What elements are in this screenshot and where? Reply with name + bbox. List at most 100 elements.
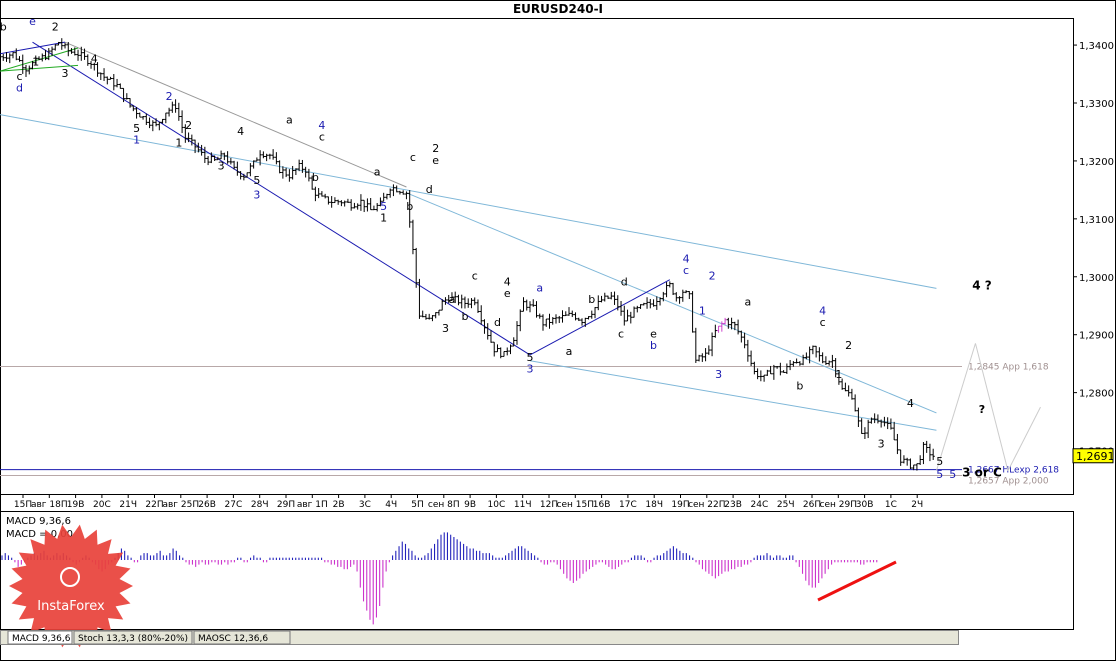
ohlc-bar [196,142,200,153]
ohlc-bar [742,332,747,349]
ohlc-bar [170,101,174,113]
wave-label: c [820,316,826,329]
ohlc-bar [499,347,503,359]
ohlc-bar [453,291,457,304]
ohlc-bar [720,321,724,332]
ohlc-bar [554,314,558,324]
ohlc-bar [795,358,799,364]
ohlc-bar [261,151,265,159]
time-tick-label: сен 8П [428,500,460,510]
ohlc-bar [703,348,708,362]
logo-text: InstaForex [37,599,105,614]
ohlc-bar [287,169,291,182]
ohlc-bar [645,297,649,309]
price-tick-label: 1,3400 [1079,41,1114,52]
wave-label: d [494,316,501,329]
price-tick-label: 1,2800 [1079,389,1114,400]
ohlc-bar [134,106,139,119]
wave-label: 2 [166,90,173,103]
time-tick-label: 28Ч [251,500,269,510]
ohlc-bar [450,292,454,301]
ohlc-bar [508,344,513,355]
trend-line [0,41,66,55]
indicator-tab[interactable]: Stoch 13,3,3 (80%-20%) [73,630,193,645]
ohlc-bar [417,278,422,319]
tab-box [193,630,291,645]
ohlc-bar [232,160,236,170]
wave-label: 5 [253,174,260,187]
ohlc-bar [895,433,900,455]
time-tick-label: 10С [488,500,506,510]
ohlc-bar [349,199,353,211]
ohlc-bar [677,296,682,304]
ohlc-bar [690,291,695,333]
wave-label: e [29,15,36,28]
time-tick-label: 26В [198,500,216,510]
indicator-tab[interactable]: MACD 9,36,6 [7,630,73,645]
ohlc-bar [199,144,204,156]
ohlc-bar [625,309,630,322]
ohlc-bar [73,47,77,56]
ohlc-bar [486,323,490,340]
ohlc-bar [203,146,207,164]
wave-label: e [650,328,657,341]
ohlc-bar [447,294,451,304]
ohlc-bar [47,48,51,61]
ohlc-bar [830,354,834,368]
wave-label: b [406,200,413,213]
time-tick-label: авг 18П [31,500,68,510]
time-tick-label: сен 22П [688,500,725,510]
ohlc-bar [778,362,782,376]
time-tick-label: 3С [359,500,371,510]
ohlc-bar [118,83,122,89]
ohlc-bar [873,413,877,424]
ohlc-bar [300,159,304,173]
ohlc-bar [317,188,321,199]
ohlc-bar [616,295,620,311]
ohlc-bar [313,186,317,202]
ohlc-bar [905,457,909,466]
ohlc-bar [336,199,340,205]
ohlc-bar [642,302,646,306]
ohlc-bar [814,345,818,358]
ohlc-bar [216,156,220,161]
macd-histogram [1,532,878,625]
ohlc-bar [177,102,181,121]
indicator-tab[interactable]: MAOSC 12,36,6 [193,630,291,645]
ohlc-bar [265,153,269,162]
trend-line [406,192,937,414]
ohlc-bar [105,76,109,85]
ohlc-bar [590,310,594,319]
ohlc-bar [551,317,555,325]
ohlc-bar [206,156,210,166]
ohlc-bar [66,42,70,57]
price-bars [0,38,935,471]
time-tick-label: 16В [593,500,611,510]
ohlc-bar [557,315,561,324]
wave-label: b [650,339,657,352]
ohlc-bar [534,301,539,318]
ohlc-bar [544,318,548,327]
ohlc-bar [661,291,665,302]
ohlc-bar [541,314,545,331]
ohlc-bar [707,345,711,355]
wave-label: 4 [237,125,244,138]
price-tick-label: 1,3200 [1079,157,1114,168]
ohlc-bar [876,414,880,424]
logo-icon [60,567,80,587]
wave-label: c [683,264,689,277]
ohlc-bar [326,196,331,205]
time-tick-label: авг 1П [297,500,328,510]
ohlc-bar [268,153,272,160]
ohlc-bar [512,337,516,347]
ohlc-bar [629,311,633,324]
ohlc-bar [593,307,597,319]
ohlc-bar [684,290,688,294]
indicator-label-1: MACD 9,36,6 [6,516,71,527]
ohlc-bar [304,166,308,178]
time-tick-label: 30В [856,500,874,510]
time-tick-label: 22П [145,500,163,510]
ohlc-bar [648,298,652,309]
level-label: 1,2845 App 1,618 [968,363,1049,373]
ohlc-bar [843,382,847,392]
